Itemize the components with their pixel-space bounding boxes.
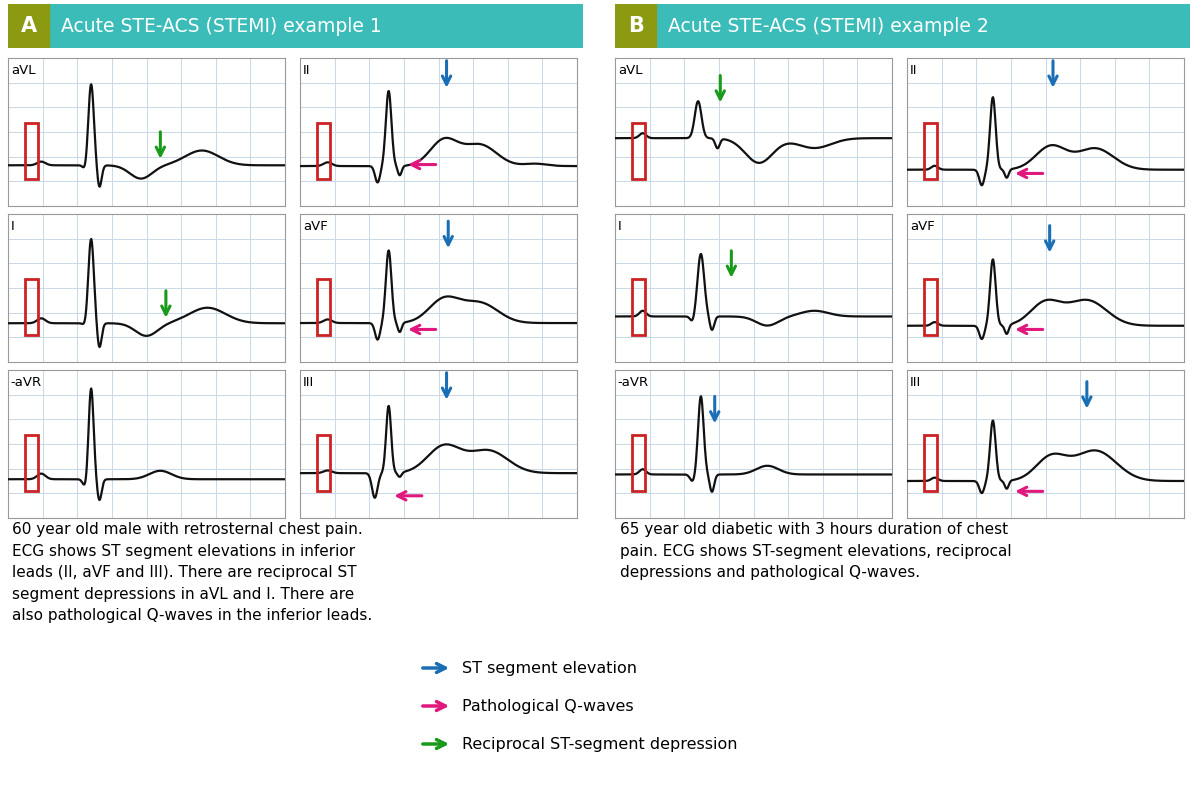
Bar: [616, 4, 656, 48]
Bar: [25, 123, 38, 179]
Text: -aVR: -aVR: [11, 376, 42, 389]
Bar: [317, 123, 330, 179]
Text: ST segment elevation: ST segment elevation: [462, 660, 637, 675]
Bar: [924, 279, 937, 335]
Text: 60 year old male with retrosternal chest pain.
ECG shows ST segment elevations i: 60 year old male with retrosternal chest…: [12, 522, 372, 624]
Bar: [631, 436, 646, 491]
Text: aVL: aVL: [618, 64, 642, 77]
Text: Reciprocal ST-segment depression: Reciprocal ST-segment depression: [462, 737, 738, 751]
Bar: [924, 436, 937, 491]
Bar: [317, 279, 330, 335]
Text: I: I: [11, 220, 14, 233]
Bar: [631, 279, 646, 335]
Text: 65 year old diabetic with 3 hours duration of chest
pain. ECG shows ST-segment e: 65 year old diabetic with 3 hours durati…: [620, 522, 1012, 580]
Bar: [8, 4, 49, 48]
Text: aVF: aVF: [302, 220, 328, 233]
Bar: [631, 123, 646, 179]
Text: II: II: [910, 64, 917, 77]
Bar: [317, 436, 330, 491]
Bar: [924, 123, 937, 179]
Text: Acute STE-ACS (STEMI) example 2: Acute STE-ACS (STEMI) example 2: [668, 16, 989, 36]
Text: B: B: [628, 16, 643, 36]
Text: I: I: [618, 220, 622, 233]
Text: -aVR: -aVR: [618, 376, 649, 389]
Bar: [25, 279, 38, 335]
Text: aVF: aVF: [910, 220, 935, 233]
Text: III: III: [302, 376, 314, 389]
Text: II: II: [302, 64, 311, 77]
Text: aVL: aVL: [11, 64, 35, 77]
Text: III: III: [910, 376, 922, 389]
Bar: [25, 436, 38, 491]
Text: Acute STE-ACS (STEMI) example 1: Acute STE-ACS (STEMI) example 1: [61, 16, 382, 36]
Text: A: A: [20, 16, 37, 36]
Text: Pathological Q-waves: Pathological Q-waves: [462, 698, 634, 713]
